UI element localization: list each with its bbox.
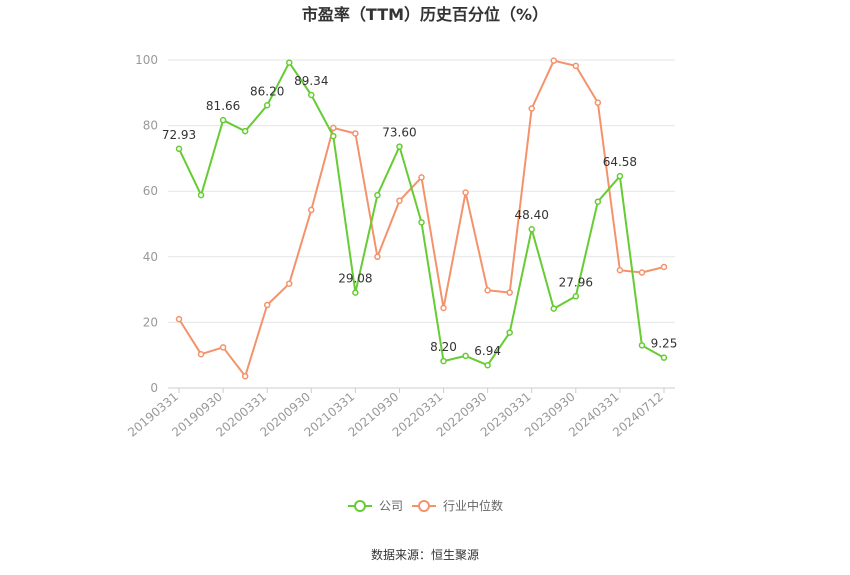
legend[interactable]: 公司 行业中位数 (348, 498, 503, 513)
data-point (638, 269, 646, 276)
data-point (594, 99, 602, 106)
x-axis: 2019033120190930202003312020093020210331… (125, 387, 675, 440)
data-point (506, 289, 513, 296)
data-point (308, 206, 315, 214)
data-point (550, 305, 558, 312)
data-label: 89.34 (294, 74, 328, 88)
data-point (374, 191, 381, 199)
data-point (285, 280, 293, 287)
data-point (285, 59, 293, 66)
data-point (219, 344, 227, 351)
data-label: 9.25 (651, 337, 678, 351)
data-point (352, 130, 359, 137)
data-point (528, 105, 535, 112)
data-point (219, 116, 227, 124)
data-label: 86.20 (250, 84, 284, 98)
legend-item-industry[interactable]: 行业中位数 (412, 498, 503, 513)
data-label: 48.40 (515, 208, 549, 222)
data-label: 6.94 (474, 344, 501, 358)
data-point (308, 91, 315, 99)
data-point (440, 304, 447, 312)
series-line-0 (178, 61, 665, 367)
data-label: 64.58 (603, 155, 637, 169)
y-tick-label: 20 (143, 315, 158, 329)
y-tick-label: 0 (150, 381, 158, 395)
data-label: 29.08 (338, 272, 372, 286)
data-label: 27.96 (559, 275, 593, 289)
data-point (263, 102, 271, 109)
data-point (175, 315, 183, 323)
data-point (330, 124, 337, 132)
data-point (484, 361, 491, 369)
data-source: 数据来源：恒生聚源 (371, 547, 479, 562)
data-point (396, 197, 403, 204)
series-layer: 72.93 81.66 86.20 89.34 29.08 73.60 8.20 6.94 48… (162, 57, 678, 380)
grid (168, 59, 675, 323)
data-point (352, 289, 359, 296)
y-tick-label: 60 (143, 184, 158, 198)
data-point (396, 143, 403, 150)
data-point (374, 253, 381, 261)
data-point (197, 350, 205, 358)
data-point (241, 127, 249, 135)
legend-company-marker (354, 500, 366, 512)
data-point (660, 263, 668, 271)
data-label: 81.66 (206, 99, 240, 113)
legend-company-label: 公司 (379, 499, 403, 513)
legend-item-company[interactable]: 公司 (348, 499, 403, 513)
series-line-1 (178, 59, 665, 378)
data-point (440, 357, 447, 365)
data-point (263, 301, 271, 309)
data-point (594, 198, 602, 205)
data-point (660, 354, 668, 361)
y-tick-label: 100 (135, 53, 158, 67)
data-point (175, 145, 183, 153)
data-point (506, 329, 513, 336)
data-point (638, 342, 646, 349)
data-point (462, 352, 469, 360)
data-point (572, 293, 580, 300)
y-axis: 0 20 40 60 80 100 (135, 53, 158, 395)
y-tick-label: 80 (143, 119, 158, 133)
data-point (197, 191, 205, 199)
data-label: 72.93 (162, 128, 196, 142)
data-label: 8.20 (430, 340, 457, 354)
y-tick-label: 40 (143, 250, 158, 264)
data-point (550, 57, 558, 64)
data-point (616, 266, 624, 274)
legend-industry-marker (418, 500, 430, 512)
chart-title: 市盈率（TTM）历史百分位（%） (302, 5, 548, 24)
data-point (528, 225, 535, 233)
data-point (418, 174, 425, 181)
data-point (572, 62, 580, 70)
data-label: 73.60 (382, 126, 416, 140)
data-point (330, 132, 337, 140)
data-point (616, 172, 624, 180)
data-point (241, 372, 249, 380)
data-point (484, 287, 491, 294)
legend-industry-label: 行业中位数 (443, 498, 503, 513)
data-point (418, 219, 425, 226)
data-point (462, 189, 469, 196)
